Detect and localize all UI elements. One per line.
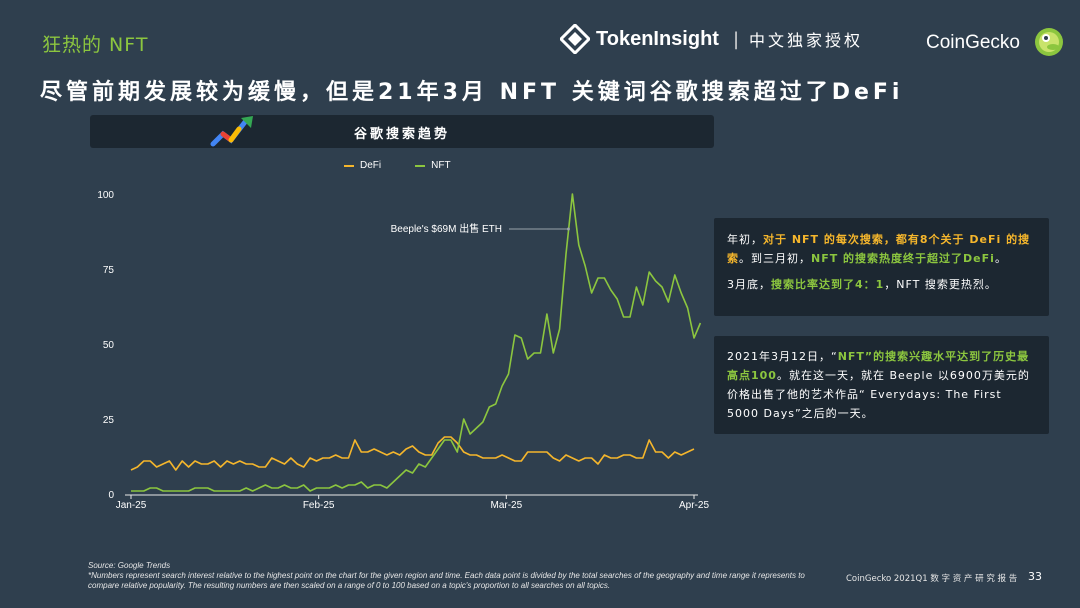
callout-box-1: 年初，对于 NFT 的每次搜索，都有8个关于 DeFi 的搜索。到三月初，NFT…: [714, 218, 1049, 316]
headline: 尽管前期发展较为缓慢，但是21年3月 NFT 关键词谷歌搜索超过了DeFi: [40, 80, 904, 105]
legend-swatch-nft: [415, 164, 426, 167]
callout-1-highlight-nft: NFT 的搜索热度终于超过了DeFi: [811, 252, 995, 265]
google-trends-icon: [210, 116, 253, 147]
legend-swatch-defi: [344, 164, 354, 167]
report-title: CoinGecko 2021Q1 数 字 资 产 研 究 报 告: [846, 574, 1018, 584]
callout-2-text: 。就在这一天，就在 Beeple 以6900万美元的价格出售了他的艺术作品“ E…: [727, 369, 1030, 420]
tokeninsight-name: TokenInsight: [596, 27, 719, 50]
legend-item-nft: NFT: [415, 160, 451, 171]
callout-2-highlight: NFT”的搜索兴趣水平达到了历史最高点100: [727, 350, 1030, 382]
x-tick-label: Apr-25: [679, 500, 709, 511]
source-note: Source: Google Trends *Numbers represent…: [88, 561, 818, 591]
callout-1-highlight-ratio: 搜索比率达到了4：1: [771, 278, 885, 291]
annotation-leader-dot: [566, 227, 570, 231]
callout-1-text: 。: [994, 252, 1007, 265]
callout-1-highlight-defi: 对于 NFT 的每次搜索，都有8个关于 DeFi 的搜索: [727, 233, 1031, 265]
legend-item-defi: DeFi: [344, 160, 381, 171]
x-tick-label: Mar-25: [490, 500, 522, 511]
legend-label-nft: NFT: [431, 160, 451, 171]
section-label: 狂热的 NFT: [42, 34, 149, 56]
chart-legend: DeFi NFT: [344, 160, 485, 171]
source-line: Source: Google Trends: [88, 561, 171, 570]
annotation-label: Beeple's $69M 出售 ETH: [391, 222, 502, 235]
coingecko-name: CoinGecko: [926, 32, 1020, 53]
y-tick-label: 50: [103, 340, 115, 351]
callout-2-text: 2021年3月12日，“: [727, 350, 838, 363]
callout-1-text: 年初，: [727, 233, 763, 246]
coingecko-gecko-icon: [1035, 28, 1063, 56]
footnote: *Numbers represent search interest relat…: [88, 571, 805, 590]
callout-1-text: 。到三月初，: [739, 252, 811, 265]
chart-header-bar: 谷歌搜索趋势: [90, 115, 714, 148]
y-tick-label: 75: [103, 265, 115, 276]
series-line-nft: [131, 193, 702, 492]
license-label: 中文独家授权: [749, 31, 864, 50]
x-tick-label: Feb-25: [303, 500, 335, 511]
callout-box-2: 2021年3月12日，“NFT”的搜索兴趣水平达到了历史最高点100。就在这一天…: [714, 336, 1049, 434]
callout-1-paragraph-1: 年初，对于 NFT 的每次搜索，都有8个关于 DeFi 的搜索。到三月初，NFT…: [727, 230, 1037, 268]
page-number: 33: [1028, 570, 1042, 583]
callout-1-paragraph-2: 3月底，搜索比率达到了4：1，NFT 搜索更热烈。: [727, 275, 1037, 294]
callout-1-text: 3月底，: [727, 278, 771, 291]
tokeninsight-icon: [560, 24, 590, 54]
tokeninsight-logo: TokenInsight | 中文独家授权: [560, 24, 863, 54]
y-tick-label: 100: [97, 190, 114, 201]
y-tick-label: 0: [108, 490, 114, 501]
series-line-defi: [130, 436, 695, 471]
callout-1-text: ，NFT 搜索更热烈。: [884, 278, 997, 291]
header-separator: |: [732, 28, 740, 50]
chart-title: 谷歌搜索趋势: [353, 127, 450, 142]
x-tick-label: Jan-25: [116, 500, 147, 511]
y-tick-label: 25: [103, 415, 115, 426]
legend-label-defi: DeFi: [360, 160, 382, 171]
